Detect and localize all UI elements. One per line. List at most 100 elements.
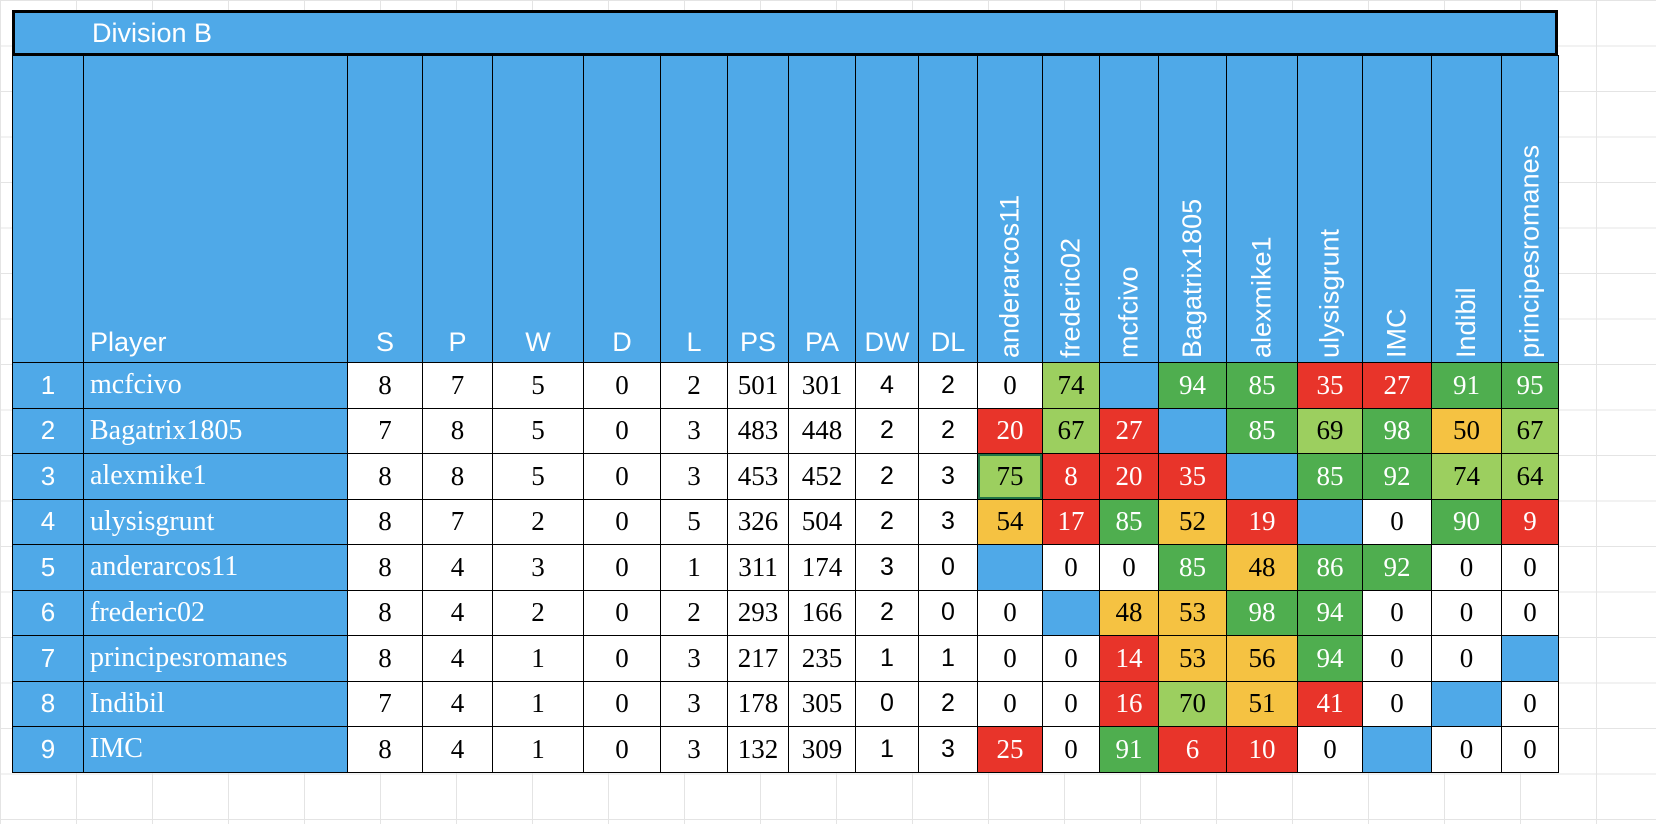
- stat-cell: 174: [788, 544, 856, 591]
- stat-cell: 4: [422, 635, 493, 682]
- opponent-header: frederic02: [1042, 55, 1100, 363]
- table-title: Division B: [12, 10, 1558, 56]
- result-cell: [1297, 498, 1363, 545]
- stat-cell: 8: [347, 498, 423, 545]
- stat-cell: 3: [918, 453, 978, 500]
- opponent-header: anderarcos11: [977, 55, 1043, 363]
- result-cell: 0: [1042, 635, 1100, 682]
- stat-cell: 2: [918, 407, 978, 454]
- result-cell: 25: [977, 726, 1043, 773]
- result-cell: 74: [1042, 362, 1100, 409]
- stat-cell: 2: [660, 362, 728, 409]
- result-cell: 0: [1501, 680, 1559, 727]
- stat-cell: 2: [855, 407, 919, 454]
- result-cell: 75: [977, 453, 1043, 500]
- rank: 9: [12, 726, 84, 773]
- column-header: L: [660, 55, 728, 363]
- result-cell: 9: [1501, 498, 1559, 545]
- result-cell: 0: [1042, 544, 1100, 591]
- stat-cell: 132: [727, 726, 789, 773]
- stat-cell: 448: [788, 407, 856, 454]
- result-cell: 54: [977, 498, 1043, 545]
- result-cell: [1042, 589, 1100, 636]
- result-cell: 67: [1501, 407, 1559, 454]
- header-corner: [12, 55, 84, 363]
- column-header: D: [583, 55, 661, 363]
- result-cell: 69: [1297, 407, 1363, 454]
- result-cell: [1099, 362, 1159, 409]
- result-cell: 85: [1099, 498, 1159, 545]
- result-cell: 98: [1226, 589, 1298, 636]
- result-cell: 53: [1158, 589, 1227, 636]
- stat-cell: 235: [788, 635, 856, 682]
- stat-cell: 0: [583, 635, 661, 682]
- result-cell: 95: [1501, 362, 1559, 409]
- stat-cell: 0: [855, 680, 919, 727]
- stat-cell: 452: [788, 453, 856, 500]
- stat-cell: 8: [347, 589, 423, 636]
- result-cell: 27: [1362, 362, 1432, 409]
- stat-cell: 5: [492, 407, 584, 454]
- stat-cell: 2: [492, 589, 584, 636]
- rank: 1: [12, 362, 84, 409]
- rank: 6: [12, 589, 84, 636]
- result-cell: 35: [1158, 453, 1227, 500]
- player-name: Bagatrix1805: [83, 407, 348, 454]
- stat-cell: 293: [727, 589, 789, 636]
- rank: 4: [12, 498, 84, 545]
- stat-cell: 3: [918, 726, 978, 773]
- stat-cell: 217: [727, 635, 789, 682]
- result-cell: 20: [1099, 453, 1159, 500]
- stat-cell: 2: [918, 680, 978, 727]
- result-cell: 8: [1042, 453, 1100, 500]
- stat-cell: 0: [918, 544, 978, 591]
- rank: 3: [12, 453, 84, 500]
- opponent-header: mcfcivo: [1099, 55, 1159, 363]
- opponent-header: Indibil: [1431, 55, 1502, 363]
- stat-cell: 7: [347, 407, 423, 454]
- result-cell: 86: [1297, 544, 1363, 591]
- stat-cell: 453: [727, 453, 789, 500]
- stat-cell: 0: [583, 453, 661, 500]
- result-cell: 0: [1099, 544, 1159, 591]
- result-cell: [1226, 453, 1298, 500]
- rank: 7: [12, 635, 84, 682]
- stat-cell: 166: [788, 589, 856, 636]
- result-cell: 94: [1158, 362, 1227, 409]
- stat-cell: 301: [788, 362, 856, 409]
- stat-cell: 3: [918, 498, 978, 545]
- result-cell: 41: [1297, 680, 1363, 727]
- player-name: IMC: [83, 726, 348, 773]
- stat-cell: 483: [727, 407, 789, 454]
- result-cell: 20: [977, 407, 1043, 454]
- stat-cell: 4: [422, 680, 493, 727]
- result-cell: 0: [977, 362, 1043, 409]
- stat-cell: 4: [422, 726, 493, 773]
- result-cell: [1158, 407, 1227, 454]
- result-cell: 0: [1431, 589, 1502, 636]
- result-cell: 64: [1501, 453, 1559, 500]
- stat-cell: 0: [583, 498, 661, 545]
- result-cell: 85: [1158, 544, 1227, 591]
- stat-cell: 2: [855, 498, 919, 545]
- stat-cell: 0: [583, 589, 661, 636]
- stat-cell: 0: [583, 680, 661, 727]
- stat-cell: 7: [422, 498, 493, 545]
- result-cell: 0: [977, 680, 1043, 727]
- rank: 5: [12, 544, 84, 591]
- stat-cell: 3: [660, 680, 728, 727]
- stat-cell: 2: [660, 589, 728, 636]
- result-cell: 0: [977, 635, 1043, 682]
- result-cell: 85: [1226, 362, 1298, 409]
- result-cell: 0: [977, 589, 1043, 636]
- column-header: S: [347, 55, 423, 363]
- result-cell: 0: [1431, 726, 1502, 773]
- result-cell: 0: [1042, 680, 1100, 727]
- player-name: alexmike1: [83, 453, 348, 500]
- opponent-header: Bagatrix1805: [1158, 55, 1227, 363]
- player-name: Indibil: [83, 680, 348, 727]
- stat-cell: 1: [492, 680, 584, 727]
- stat-cell: 309: [788, 726, 856, 773]
